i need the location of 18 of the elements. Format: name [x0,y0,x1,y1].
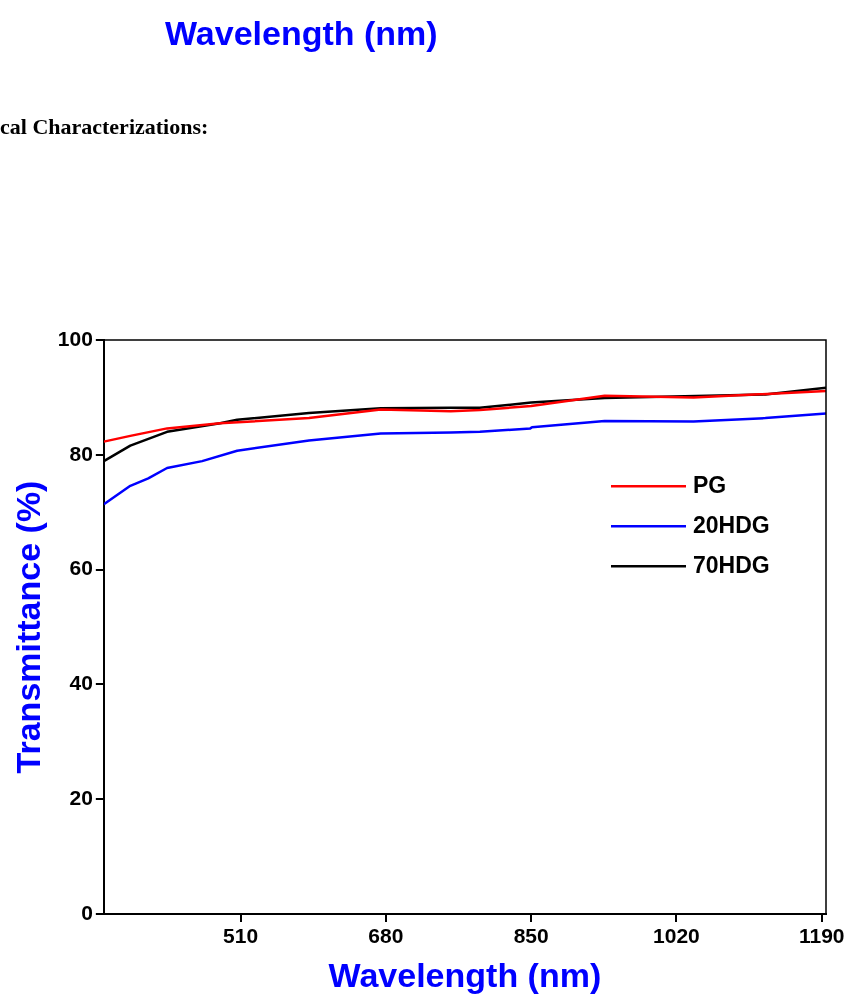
y-axis-title: Transmittance (%) [8,480,47,774]
y-tick-label: 0 [81,900,93,924]
x-tick-label: 850 [513,924,549,948]
legend-label: PG [693,471,727,498]
y-tick-label: 20 [69,786,93,809]
y-tick-label: 40 [69,671,93,695]
x-tick-label: 1020 [653,924,700,948]
x-axis-title: Wavelength (nm) [328,955,602,994]
x-tick-label: 510 [223,924,259,948]
y-tick-label: 100 [57,326,93,350]
text: Wavelength (nm) [165,14,438,53]
x-tick-label: 1190 [798,924,845,948]
y-tick-label: 80 [69,441,93,465]
legend-label: 70HDG [693,551,770,578]
y-tick-label: 60 [69,556,93,580]
legend-label: 20HDG [693,511,770,538]
x-tick-label: 680 [368,924,404,948]
text: cal Characterizations: [0,114,209,140]
